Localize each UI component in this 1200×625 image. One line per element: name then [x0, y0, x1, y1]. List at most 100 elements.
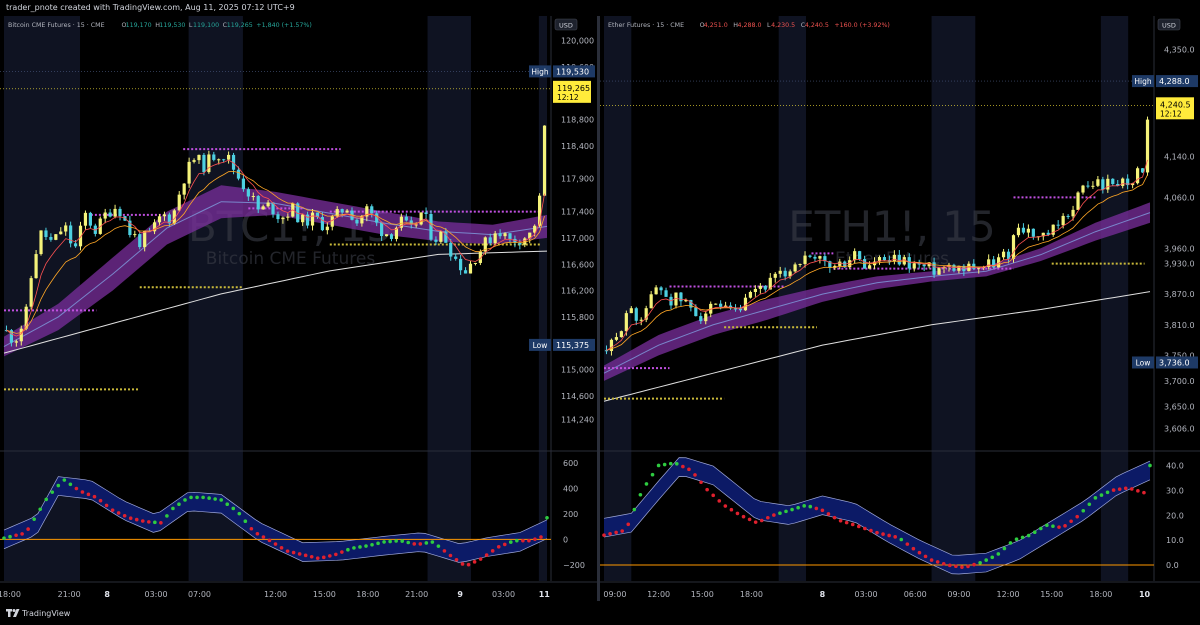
- osc-dot: [521, 538, 525, 543]
- legend-low: 119,100: [193, 22, 219, 29]
- price-tick: 3,870.0: [1164, 290, 1195, 299]
- osc-dot: [772, 513, 776, 517]
- high-badge: [1132, 75, 1154, 88]
- osc-dot: [207, 496, 211, 500]
- ribbon-midline: [603, 212, 1151, 374]
- osc-dot: [86, 492, 91, 497]
- time-tick: 15:00: [1040, 590, 1063, 599]
- candle-body: [246, 189, 250, 197]
- candle-body: [674, 292, 678, 306]
- candle-body: [305, 214, 310, 226]
- osc-dot: [442, 549, 447, 553]
- candle-body: [542, 125, 547, 196]
- low-price-badge: [553, 338, 595, 351]
- osc-dot: [620, 529, 624, 533]
- osc-dot: [165, 514, 169, 518]
- osc-dot: [291, 550, 296, 555]
- time-tick: 09:00: [603, 590, 626, 599]
- osc-dot: [382, 540, 386, 544]
- time-tick: 18:00: [356, 590, 379, 599]
- candle-body: [818, 256, 822, 259]
- candle-body: [853, 251, 857, 261]
- candle-body: [1140, 168, 1145, 173]
- candle-body: [689, 299, 693, 308]
- panel-divider[interactable]: [597, 16, 600, 601]
- candle-body: [44, 230, 48, 238]
- candle-body: [468, 263, 473, 274]
- symbol-watermark: ETH1!, 15: [788, 202, 995, 251]
- candle-body: [1061, 215, 1065, 226]
- price-tick: 4,060.0: [1164, 193, 1195, 202]
- osc-dot: [50, 490, 55, 494]
- osc-dot: [412, 542, 417, 546]
- legend-name: Bitcoin CME Futures · 15 · CME: [8, 22, 105, 29]
- candle-body: [192, 160, 196, 162]
- osc-dot: [110, 508, 115, 512]
- time-tick: 15:00: [313, 590, 336, 599]
- price-tick: 115,800: [561, 313, 594, 322]
- legend-close: 119,265: [227, 22, 253, 29]
- candle-body: [266, 202, 270, 207]
- candle-body: [19, 328, 23, 342]
- candle-body: [330, 216, 334, 227]
- candle-body: [1081, 185, 1085, 193]
- osc-dot: [614, 530, 618, 535]
- candle-body: [152, 222, 157, 232]
- osc-dot: [699, 480, 703, 485]
- candle-body: [389, 234, 394, 239]
- osc-dot: [140, 519, 145, 523]
- high-badge: [529, 65, 551, 78]
- candle-body: [1116, 183, 1120, 186]
- osc-dot: [309, 554, 314, 559]
- oscillator-pane: 40.0 30.0 20.0 10.0 0.0: [600, 457, 1184, 575]
- osc-dot: [1045, 523, 1049, 528]
- osc-dot: [1039, 526, 1043, 531]
- candle-body: [301, 214, 305, 223]
- price-tick: 118,400: [561, 142, 594, 151]
- tradingview-logo-icon[interactable]: [6, 608, 20, 618]
- candle-body: [231, 154, 236, 170]
- osc-dot: [935, 560, 940, 564]
- time-tick: 18:00: [740, 590, 763, 599]
- candle-body: [49, 237, 53, 240]
- candle-body: [167, 214, 171, 224]
- price-tick: 114,240: [561, 416, 594, 425]
- osc-tick: 600: [563, 459, 578, 468]
- candle-body: [227, 154, 231, 160]
- osc-tick: 30.0: [1166, 486, 1184, 495]
- osc-dot: [1026, 533, 1031, 538]
- high-badge-label: High: [531, 67, 548, 76]
- candle-body: [977, 267, 981, 269]
- osc-dot: [249, 526, 254, 531]
- osc-dot: [887, 533, 891, 538]
- osc-dot: [735, 511, 740, 516]
- osc-dot: [1099, 493, 1104, 497]
- osc-dot: [881, 532, 885, 536]
- osc-dot: [1148, 463, 1152, 468]
- candle-body: [78, 225, 83, 247]
- osc-dot: [784, 509, 788, 514]
- candle-body: [823, 256, 827, 262]
- btc-chart-panel[interactable]: BTC1!, 15 Bitcoin CME Futures Bitcoin CME …: [0, 16, 597, 601]
- candle-body: [449, 242, 453, 257]
- currency-box: [1157, 18, 1181, 31]
- candle-body: [967, 263, 971, 272]
- time-tick: 07:00: [188, 590, 211, 599]
- watermark-subtitle: Bitcoin CME Futures: [206, 249, 376, 269]
- osc-dot: [1087, 502, 1092, 507]
- candle-body: [478, 251, 482, 263]
- osc-dot: [875, 530, 879, 535]
- eth-chart-panel[interactable]: ETH1!, 15 Ether Futures Ether Futures · 15…: [600, 16, 1200, 601]
- candle-body: [768, 277, 772, 290]
- time-tick: 21:00: [58, 590, 81, 599]
- session-shade: [931, 16, 976, 581]
- osc-band-upper: [3, 476, 548, 544]
- osc-dot: [796, 505, 800, 510]
- bar-countdown: 12:12: [1160, 109, 1182, 118]
- high-price-badge: [1156, 75, 1198, 88]
- candle-body: [133, 234, 137, 236]
- osc-dot: [644, 482, 649, 486]
- candle-body: [187, 161, 191, 184]
